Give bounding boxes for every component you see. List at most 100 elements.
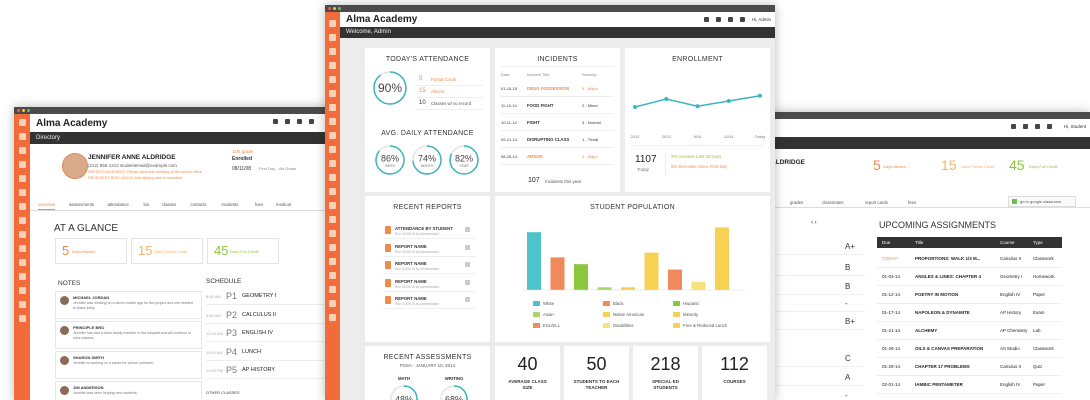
stat-value: 218 (650, 354, 681, 374)
table-cell: NAPOLEON & DYNAMITE (915, 310, 970, 315)
table-cell: 01-26-14 (882, 346, 901, 351)
legend-swatch (673, 323, 680, 328)
header-icon (1035, 124, 1040, 129)
note-avatar (60, 386, 69, 395)
report-name: REPORT NAME (395, 278, 427, 284)
table-row: 01-21-14 ALCHEMY AP Chemistry Lab (877, 322, 1062, 340)
attendance-text: Absent (431, 89, 445, 94)
attendance-count: 15 (419, 88, 426, 94)
download-icon[interactable] (465, 279, 470, 285)
card: STUDENT POPULATION White Black Hispanic Asia… (495, 196, 770, 342)
table-cell: 01-12-14 (882, 292, 901, 297)
incident-cell: DRUG POSSESSION (527, 86, 570, 91)
legend-swatch (673, 301, 680, 306)
incident-row (501, 164, 614, 165)
sidebar-icon (329, 160, 336, 167)
schedule-period: P1 (226, 291, 238, 301)
enrollment-point (664, 97, 669, 101)
table-row: 02-01-14 IAMBIC PENTAMETER English IV Paper (877, 376, 1062, 394)
schedule-time: 9:00 AM (206, 312, 221, 318)
title-bar (14, 107, 344, 114)
tab[interactable]: incidents (221, 202, 239, 207)
table-cell: Art Studio (1000, 346, 1020, 351)
legend-swatch (603, 323, 610, 328)
sidebar-icon (18, 231, 26, 238)
attendance-row (417, 85, 484, 86)
grade-row (765, 385, 865, 386)
grade: - (845, 299, 848, 308)
table-cell: Classwork (1033, 256, 1054, 261)
column-header: Due (882, 240, 891, 245)
incident-row (501, 96, 614, 97)
sidebar-icon (329, 314, 336, 321)
legend-label: Hispanic (683, 301, 700, 306)
tab[interactable]: fees (908, 200, 917, 205)
button-label: go to google classroom (1020, 199, 1062, 204)
stat-label: SPECIAL ED STUDENTS (652, 379, 679, 390)
tab[interactable]: report cards (865, 200, 888, 205)
tab[interactable]: fees (255, 202, 264, 207)
tab[interactable]: medical (276, 202, 291, 207)
header-icon (273, 119, 278, 124)
enrolled-date: 08/11/08 (232, 166, 252, 172)
incident-cell: 5 - Major (582, 86, 598, 91)
sidebar-icon (18, 119, 26, 126)
grade: A+ (845, 242, 856, 251)
report-row (383, 273, 475, 274)
tab[interactable]: assessments (69, 202, 95, 207)
tab[interactable]: contacts (190, 202, 207, 207)
sidebar-icon (329, 118, 336, 125)
progress-ring: 74%MONTH (412, 145, 442, 175)
tab[interactable]: bio (143, 202, 150, 207)
tab[interactable]: attendance (107, 202, 129, 207)
download-icon[interactable] (465, 297, 470, 302)
window-dot (338, 7, 341, 10)
glance-box: 45 Days Full Credit (207, 238, 279, 264)
header-icon (1047, 124, 1052, 129)
report-row (383, 308, 475, 309)
card: 112 COURSES (702, 346, 767, 400)
note-text: Jennifer was seen helping new students. (73, 391, 138, 395)
note-author: SHARON SMITH (73, 355, 104, 360)
x-tick-label: Today (755, 134, 766, 139)
ring-arc (440, 385, 468, 400)
download-icon[interactable] (465, 227, 470, 232)
tab[interactable]: classes (162, 202, 177, 207)
welcome-bar: Welcome, Admin (325, 27, 775, 38)
grade: A (845, 373, 851, 382)
legend-label: ESL/ELL (543, 323, 560, 328)
table-cell: Lab (1033, 328, 1041, 333)
note-text: Jennifer has had a close family member i… (73, 331, 192, 340)
bar (621, 287, 635, 290)
download-icon[interactable] (465, 244, 470, 250)
card: 40 AVERAGE CLASS SIZE (495, 346, 560, 400)
ring-arc (375, 145, 405, 175)
table-cell: Calculus II (1000, 256, 1022, 261)
tab[interactable]: overview (38, 202, 55, 210)
classroom-button[interactable]: go to google classroom (1008, 196, 1076, 207)
bar (597, 287, 612, 290)
tab[interactable]: classmates (822, 200, 844, 205)
grade-row (765, 329, 865, 330)
legend-label: Minority (683, 312, 699, 317)
sidebar-icon (329, 62, 336, 69)
divider (631, 145, 764, 146)
table-cell: POETRY IN MOTION (915, 292, 959, 297)
stat-value: 112 (720, 354, 749, 374)
legend-swatch (673, 312, 680, 317)
tab[interactable]: grades (790, 200, 804, 205)
bar (691, 281, 706, 290)
nav-arrows: ‹ › (811, 220, 817, 226)
x-tick-label: 2012 (631, 134, 641, 139)
grade-row (765, 254, 865, 255)
download-icon[interactable] (465, 262, 470, 267)
legend-swatch (603, 312, 610, 317)
schedule-period: P5 (226, 365, 238, 375)
incident-cell: ARSON (527, 154, 543, 159)
sidebar-icon (329, 174, 336, 181)
report-icon (385, 226, 391, 234)
note-avatar (60, 326, 69, 335)
table-row: TODAY! PROPORTIONS: WALK 1/3 M... Calculus… (877, 250, 1062, 268)
report-meta: Run 01/05/15 by Administrator (395, 232, 440, 236)
